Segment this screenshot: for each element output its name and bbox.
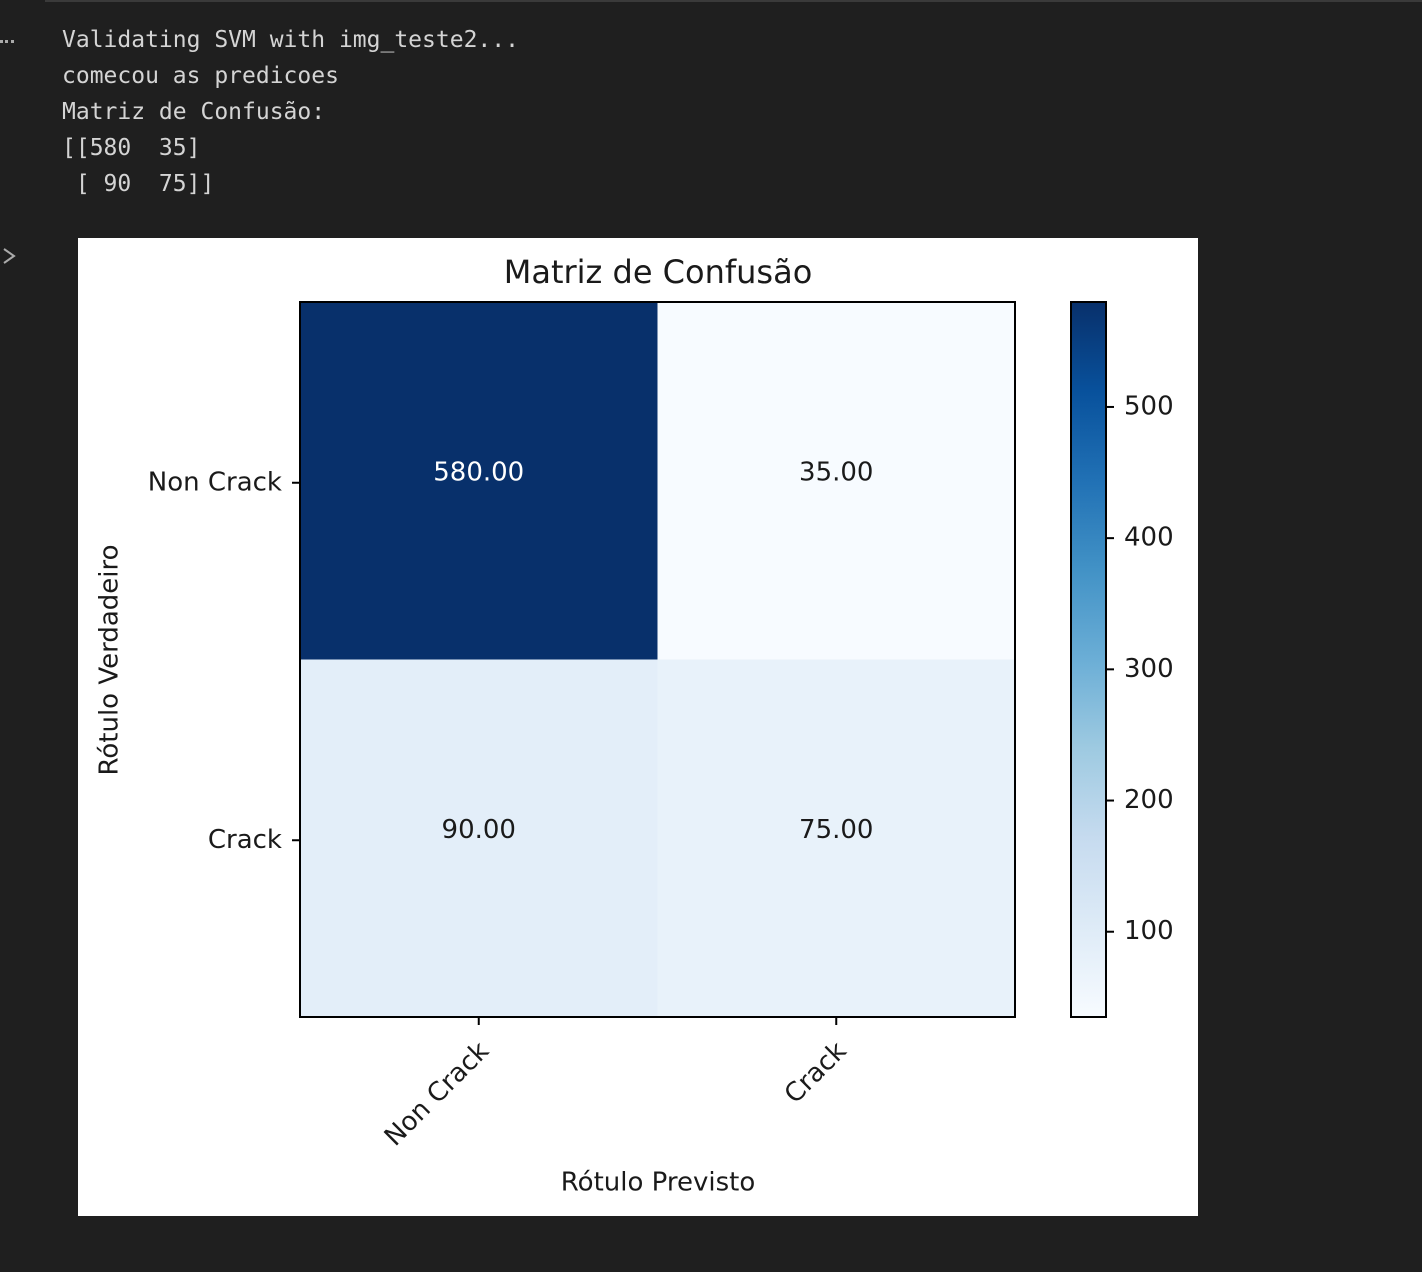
console-line: Validating SVM with img_teste2... [62,27,519,53]
heatmap-cell [657,659,1015,1017]
x-axis-label: Rótulo Previsto [561,1168,755,1198]
colorbar-tick-label: 400 [1124,523,1174,553]
cell-label: 90.00 [442,815,516,845]
heatmap-cell [300,659,658,1017]
y-axis-label: Rótulo Verdadeiro [95,544,125,775]
colorbar-tick-label: 500 [1124,391,1174,421]
console-output: Validating SVM with img_teste2...comecou… [62,22,519,202]
y-tick-label: Crack [208,825,282,855]
colorbar [1070,301,1107,1018]
y-tick-label: Non Crack [148,467,282,497]
gutter-dots [0,40,14,47]
cell-label: 75.00 [799,815,873,845]
gutter-icon [3,248,16,264]
console-line: [ 90 75]] [62,171,215,197]
heatmap-cell [300,302,658,660]
colorbar-tick-label: 200 [1124,785,1174,815]
console-line: comecou as predicoes [62,63,339,89]
colorbar-tick-label: 300 [1124,654,1174,684]
heatmap-cell [657,302,1015,660]
colorbar-tick-label: 100 [1124,916,1174,946]
axes-frame [299,301,1016,1018]
cell-label: 35.00 [799,457,873,487]
console-line: [[580 35] [62,135,201,161]
top-border [45,0,1422,2]
cell-label: 580.00 [433,457,524,487]
console-line: Matriz de Confusão: [62,99,326,125]
chart-title: Matriz de Confusão [504,253,813,291]
